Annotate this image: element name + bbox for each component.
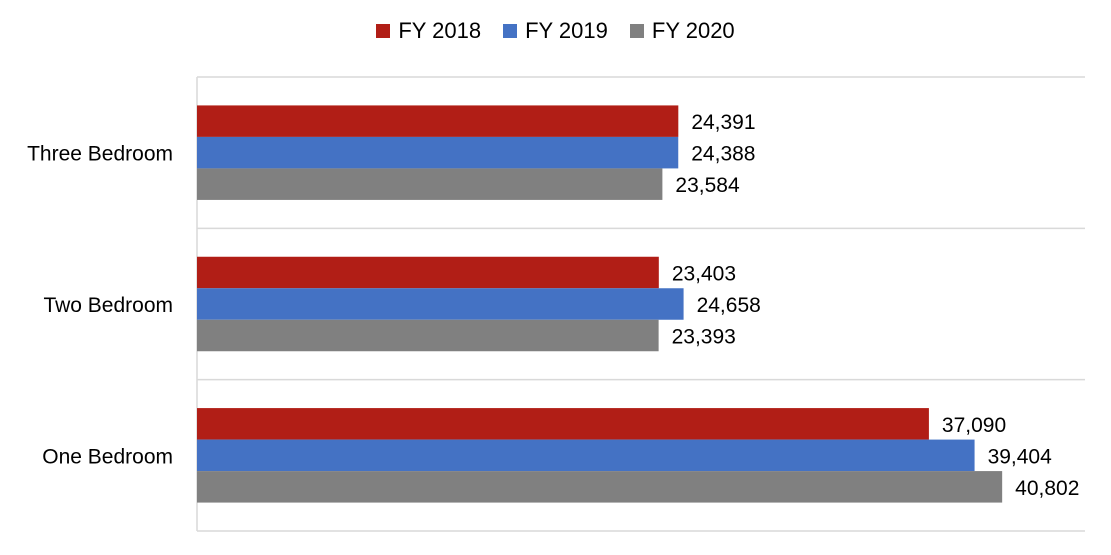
data-label: 24,658 [697, 294, 761, 317]
bar [197, 408, 929, 440]
bar [197, 439, 975, 472]
legend-item-fy2020: FY 2020 [629, 18, 735, 44]
bar [197, 471, 1003, 503]
bar [197, 319, 659, 352]
data-label: 24,391 [691, 111, 755, 134]
legend-item-fy2019: FY 2019 [503, 18, 608, 44]
data-label: 23,403 [672, 263, 736, 286]
legend-item-fy2018: FY 2018 [376, 18, 481, 44]
category-label: One Bedroom [42, 445, 173, 468]
legend: FY 2018 FY 2019 FY 2020 [0, 18, 1111, 44]
bar [197, 256, 659, 289]
data-label: 40,802 [1015, 477, 1079, 500]
bar [197, 105, 679, 137]
data-label: 24,388 [691, 143, 755, 166]
bar [197, 288, 684, 320]
legend-label-fy2020: FY 2020 [651, 18, 735, 43]
legend-swatch-fy2019 [503, 24, 518, 38]
legend-swatch-fy2018 [376, 24, 391, 38]
legend-label-fy2018: FY 2018 [398, 18, 482, 43]
legend-label-fy2019: FY 2019 [525, 18, 608, 43]
category-label: Two Bedroom [43, 294, 173, 317]
legend-swatch-fy2020 [629, 24, 644, 38]
data-label: 23,584 [675, 174, 740, 197]
bar [197, 136, 679, 169]
category-label: Three Bedroom [27, 143, 173, 166]
bar [197, 168, 663, 200]
data-label: 37,090 [942, 414, 1006, 437]
data-label: 39,404 [988, 445, 1053, 468]
data-label: 23,393 [672, 326, 736, 349]
